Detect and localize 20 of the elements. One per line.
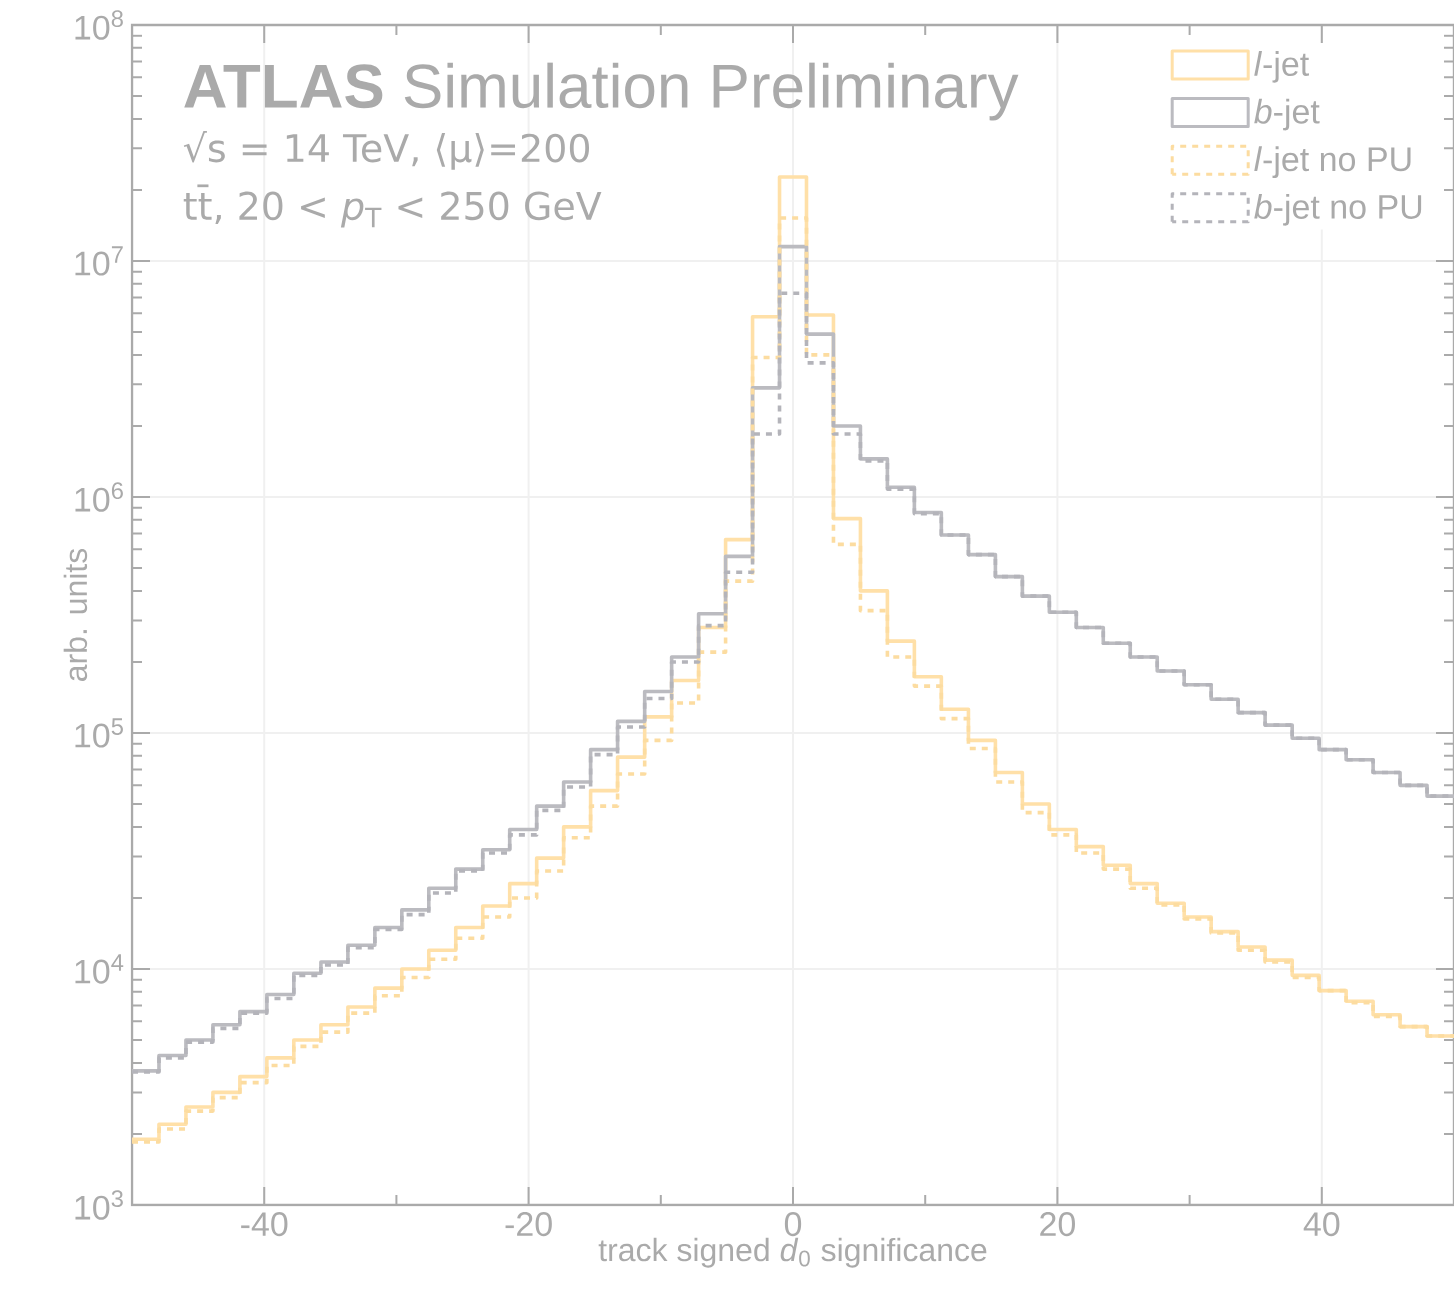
- y-tick-label: 10$^{6}$: [75, 482, 123, 512]
- x-tick-label: 0: [784, 1212, 802, 1237]
- x-tick-label: -20: [505, 1212, 552, 1237]
- text: ATLAS Simulation Preliminary: [184, 62, 1019, 121]
- legend-label: b-jet: [1254, 98, 1320, 131]
- y-tick-label: 10$^{7}$: [75, 246, 123, 276]
- y-tick-label: 10$^{5}$: [75, 718, 123, 748]
- annotation: tt̄, 20 < p$_{T}$ < 250 GeV: [183, 184, 602, 228]
- annotation: √s = 14 TeV, ⟨μ⟩=200: [183, 131, 590, 170]
- x-tick-label: 40: [1303, 1212, 1340, 1237]
- y-tick-label: 10$^{4}$: [75, 954, 124, 984]
- y-tick-label: 10$^{8}$: [75, 10, 123, 40]
- legend-label: l-jet no PU: [1254, 146, 1411, 179]
- y-tick-label: 10$^{3}$: [75, 1190, 123, 1220]
- x-tick-label: 20: [1040, 1212, 1075, 1237]
- legend-label: l-jet: [1254, 51, 1309, 83]
- x-axis-title: track signed d$_{0}$ significance: [598, 1237, 987, 1268]
- legend-label: b-jet no PU: [1254, 194, 1422, 226]
- x-tick-label: -40: [241, 1212, 288, 1237]
- y-axis-title: arb. units: [63, 548, 88, 681]
